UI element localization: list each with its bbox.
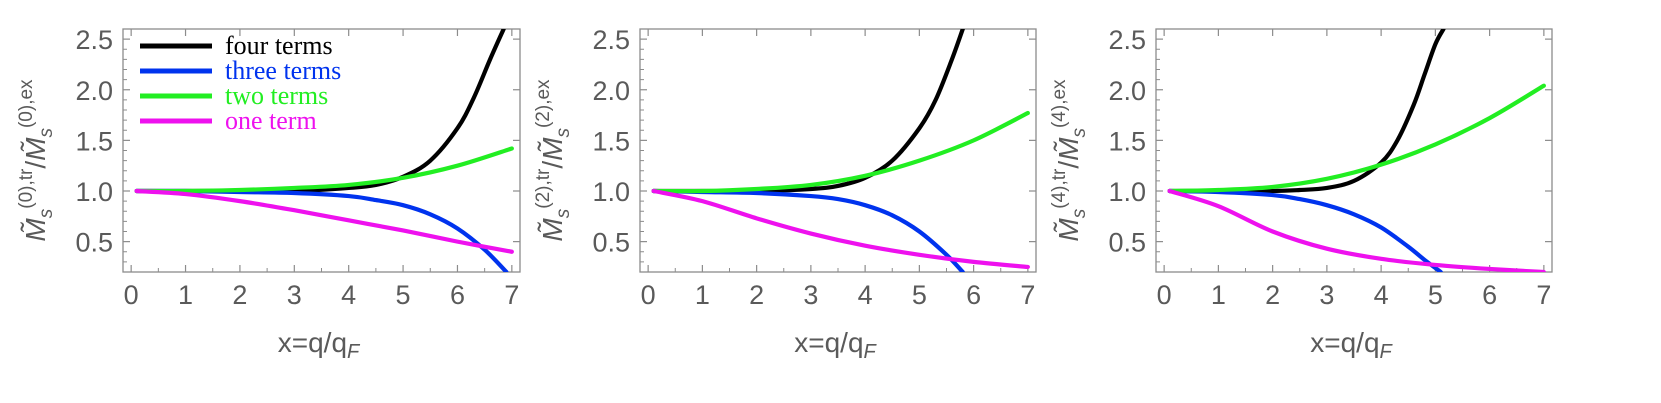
legend-label: three terms: [225, 56, 341, 85]
x-tick-label: 3: [287, 280, 302, 310]
legend-label: two terms: [225, 81, 328, 110]
y-tick-label: 2.5: [75, 25, 113, 55]
series-group: [134, 29, 514, 272]
chart-panel-0: 0 1 2 3 4 5 6 7 0.5 1.0 1.5 2.0 2.5 x=q/qF M̃s(0),tr/M…: [16, 25, 521, 363]
x-axis-label: x=q/qF: [278, 327, 361, 363]
y-tick-label: 1.0: [1108, 177, 1146, 207]
series-line-two-terms: [651, 110, 1030, 194]
series-line-one-term: [134, 188, 514, 254]
y-tick-label: 0.5: [75, 228, 113, 258]
y-tick-label: 1.0: [75, 177, 113, 207]
y-tick-label: 1.5: [1108, 126, 1146, 156]
series-line-two-terms: [1167, 83, 1546, 194]
series-line-four-terms: [1167, 29, 1446, 194]
y-tick-label: 1.5: [592, 126, 630, 156]
chart-panel-2: 0 1 2 3 4 5 6 7 0.5 1.0 1.5 2.0 2.5 x=q/qF M̃s(4),tr/M…: [1049, 25, 1553, 363]
x-tick-label: 6: [966, 280, 981, 310]
x-tick-label: 1: [695, 280, 710, 310]
x-tick-label: 4: [341, 280, 356, 310]
plot-frame: [1155, 28, 1553, 273]
legend-label: one term: [225, 106, 317, 135]
series-group: [651, 29, 1030, 272]
y-tick-label: 2.0: [1108, 76, 1146, 106]
y-tick-label: 0.5: [592, 228, 630, 258]
y-tick-label: 2.5: [1108, 25, 1146, 55]
x-tick-label: 5: [1428, 280, 1443, 310]
x-tick-label: 2: [232, 280, 247, 310]
series-line-one-term: [651, 188, 1030, 270]
x-tick-label: 7: [1020, 280, 1035, 310]
y-axis-label: M̃s(2),tr/M̃s(2),ex: [533, 79, 574, 242]
x-tick-label: 2: [1265, 280, 1280, 310]
x-tick-label: 2: [749, 280, 764, 310]
legend-label: four terms: [225, 31, 333, 60]
series-line-three-terms: [1167, 188, 1443, 272]
x-tick-label: 1: [1211, 280, 1226, 310]
x-tick-label: 4: [1374, 280, 1389, 310]
x-axis-label: x=q/qF: [794, 327, 877, 363]
x-tick-label: 0: [1157, 280, 1172, 310]
y-axis-label: M̃s(0),tr/M̃s(0),ex: [16, 79, 57, 242]
x-tick-label: 4: [858, 280, 873, 310]
series-group: [1167, 29, 1546, 272]
chart-panel-1: 0 1 2 3 4 5 6 7 0.5 1.0 1.5 2.0 2.5 x=q/qF M̃s(2),tr/M…: [533, 25, 1037, 363]
x-tick-label: 5: [396, 280, 411, 310]
x-tick-label: 1: [178, 280, 193, 310]
x-tick-label: 7: [504, 280, 519, 310]
plot-frame: [639, 28, 1037, 273]
series-line-one-term: [1167, 188, 1546, 272]
x-tick-label: 0: [641, 280, 656, 310]
x-tick-label: 3: [803, 280, 818, 310]
x-tick-label: 3: [1319, 280, 1334, 310]
x-axis-label: x=q/qF: [1310, 327, 1393, 363]
series-line-three-terms: [134, 188, 509, 272]
y-tick-label: 2.0: [592, 76, 630, 106]
y-tick-label: 1.5: [75, 126, 113, 156]
y-axis-label: M̃s(4),tr/M̃s(4),ex: [1049, 79, 1090, 242]
y-tick-label: 2.5: [592, 25, 630, 55]
x-tick-label: 7: [1536, 280, 1551, 310]
series-line-two-terms: [134, 146, 514, 194]
series-line-three-terms: [651, 188, 965, 272]
y-tick-label: 2.0: [75, 76, 113, 106]
x-tick-label: 6: [1482, 280, 1497, 310]
x-tick-label: 6: [450, 280, 465, 310]
x-tick-label: 5: [912, 280, 927, 310]
x-tick-label: 0: [124, 280, 139, 310]
y-tick-label: 0.5: [1108, 228, 1146, 258]
series-line-four-terms: [651, 29, 965, 194]
y-tick-label: 1.0: [592, 177, 630, 207]
